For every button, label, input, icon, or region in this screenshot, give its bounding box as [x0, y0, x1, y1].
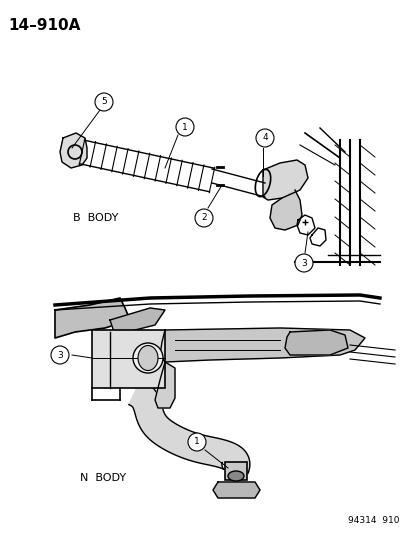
Polygon shape [284, 330, 347, 355]
Text: B  BODY: B BODY [73, 213, 118, 223]
Circle shape [188, 433, 206, 451]
Circle shape [294, 254, 312, 272]
Text: 4: 4 [261, 133, 267, 142]
Polygon shape [55, 298, 130, 338]
Polygon shape [262, 160, 307, 200]
Polygon shape [159, 328, 364, 362]
Circle shape [176, 118, 194, 136]
Circle shape [95, 93, 113, 111]
Circle shape [255, 129, 273, 147]
Circle shape [133, 343, 163, 373]
Text: N  BODY: N BODY [80, 473, 126, 483]
Polygon shape [128, 379, 249, 473]
FancyBboxPatch shape [92, 330, 165, 388]
Text: 1: 1 [182, 123, 188, 132]
Polygon shape [269, 190, 301, 230]
Ellipse shape [228, 471, 243, 481]
Text: 2: 2 [201, 214, 206, 222]
Polygon shape [212, 482, 259, 498]
Polygon shape [60, 133, 87, 168]
Text: 14–910A: 14–910A [8, 18, 80, 33]
Circle shape [51, 346, 69, 364]
Text: 3: 3 [300, 259, 306, 268]
Text: 94314  910: 94314 910 [348, 516, 399, 525]
Circle shape [195, 209, 212, 227]
Text: 1: 1 [194, 438, 199, 447]
FancyBboxPatch shape [224, 462, 247, 480]
Polygon shape [154, 362, 175, 408]
Text: 5: 5 [101, 98, 107, 107]
Text: 3: 3 [57, 351, 63, 359]
Ellipse shape [138, 345, 158, 370]
Polygon shape [110, 308, 165, 335]
